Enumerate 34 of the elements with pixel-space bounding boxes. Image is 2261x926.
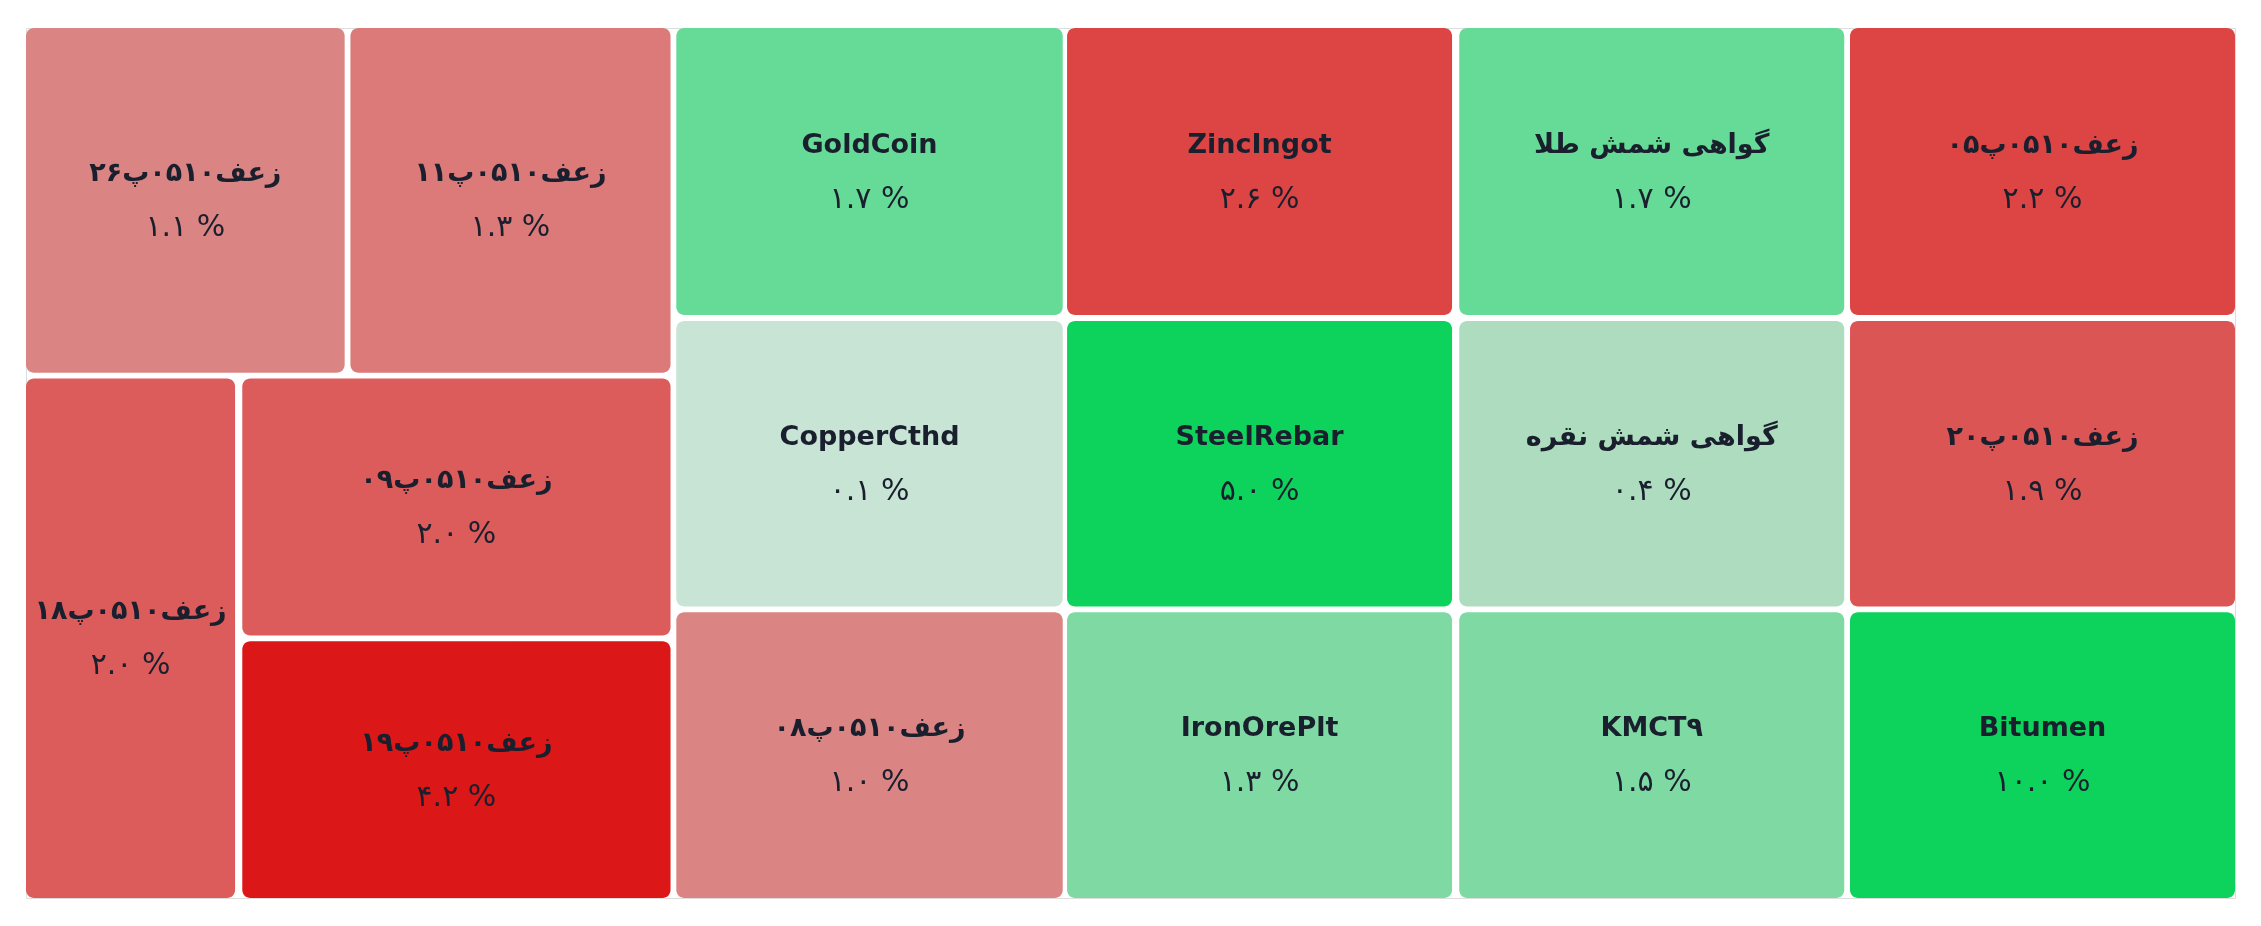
category-label: زعف۰۵۱۰پ۱۹	[360, 725, 553, 758]
data-label: ۲.۲ %	[2002, 179, 2083, 215]
category-label: CopperCthd	[779, 419, 960, 451]
category-label: زعف۰۵۱۰پ۲۰	[1946, 419, 2139, 452]
data-label: ۰.۱ %	[829, 471, 910, 507]
category-label: SteelRebar	[1175, 419, 1345, 451]
data-label: ۲.۶ %	[1219, 179, 1300, 215]
data-label: ۲.۰ %	[90, 646, 171, 682]
category-label: زعف۰۵۱۰پ۱۸	[34, 594, 227, 627]
data-label: ۱.۳ %	[1219, 763, 1300, 799]
data-label: ۱.۵ %	[1611, 763, 1692, 799]
data-label: ۱.۰ %	[829, 763, 910, 799]
category-label: IronOrePlt	[1180, 711, 1339, 743]
data-label: ۱.۷ %	[1611, 179, 1692, 215]
category-label: زعف۰۵۱۰پ۰۹	[360, 463, 553, 495]
category-label: GoldCoin	[801, 127, 938, 159]
data-label: ۵.۰ %	[1219, 471, 1300, 507]
category-label: زعف۰۵۱۰پ۰۵	[1946, 127, 2139, 160]
data-label: ۱.۷ %	[829, 179, 910, 215]
category-label: Bitumen	[1978, 711, 2107, 743]
data-label: ۰.۴ %	[1611, 471, 1692, 507]
data-label: ۲.۰ %	[416, 515, 497, 551]
data-label: ۱.۳ %	[470, 208, 551, 244]
data-label: ۴.۲ %	[416, 777, 497, 813]
category-label: KMCT۹	[1600, 711, 1704, 743]
category-label: زعف۰۵۱۰پ۰۸	[773, 711, 966, 744]
category-label: زعف۰۵۱۰پ۱۱	[414, 156, 607, 189]
data-label: ۱۰.۰ %	[1994, 763, 2091, 799]
data-label: ۱.۱ %	[145, 208, 226, 244]
category-label: گواهی شمش نقره	[1525, 419, 1778, 452]
category-label: گواهی شمش طلا	[1534, 127, 1770, 160]
category-label: زعف۰۵۱۰پ۲۶	[89, 156, 282, 189]
category-label: ZincIngot	[1187, 127, 1332, 159]
data-label: ۱.۹ %	[2002, 471, 2083, 507]
